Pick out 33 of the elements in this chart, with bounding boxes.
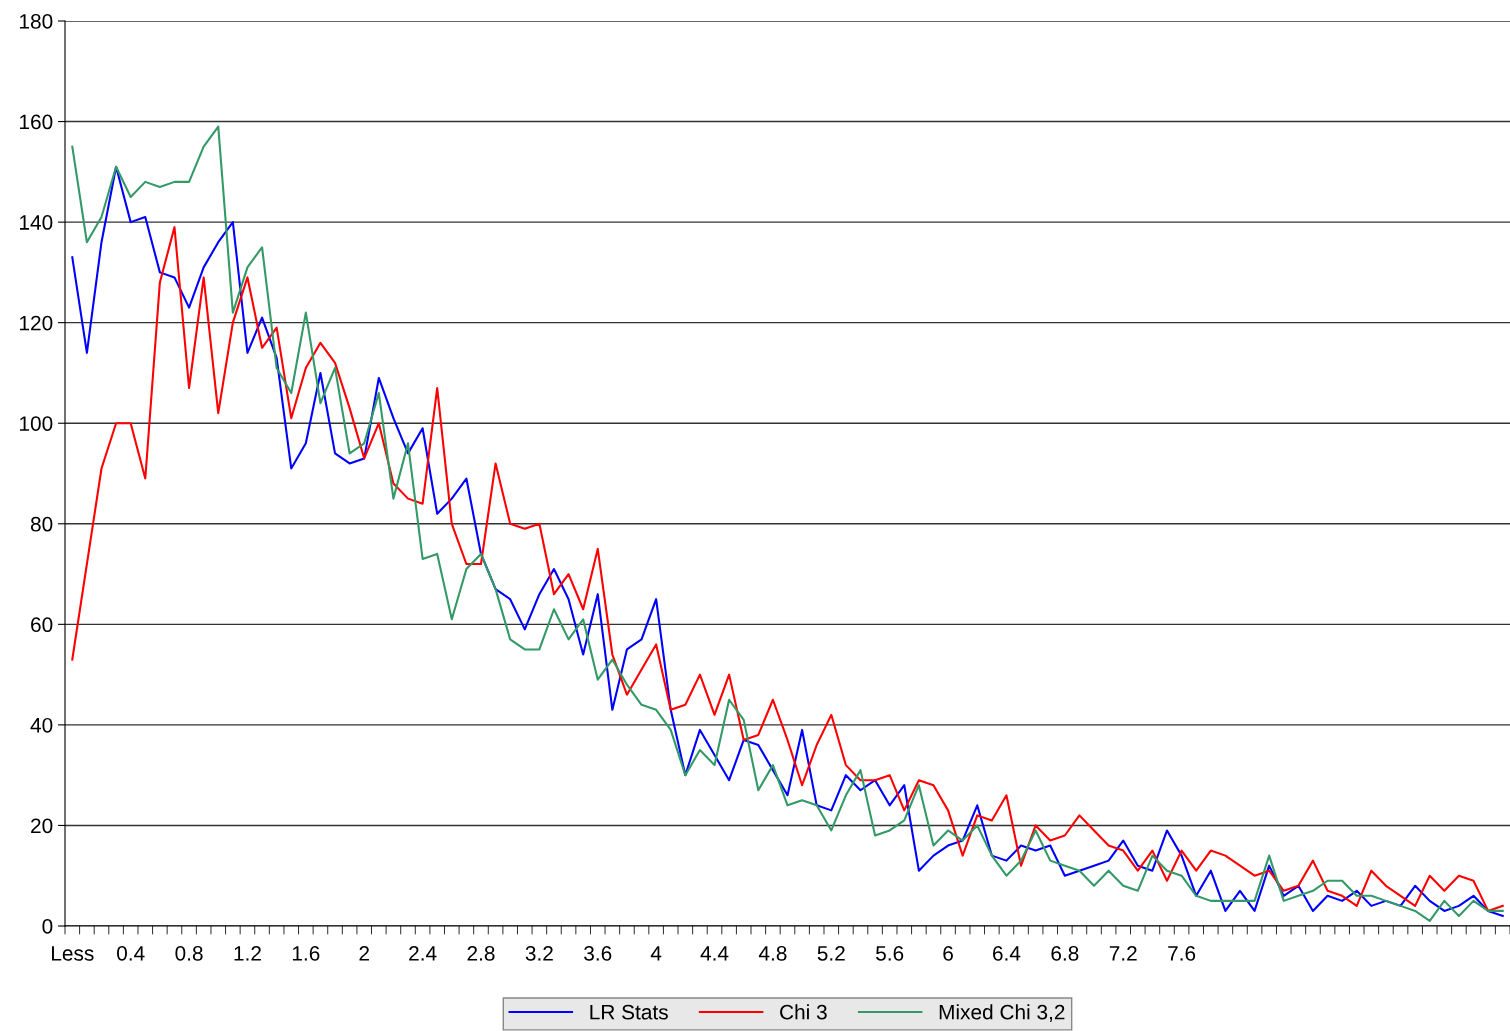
x-tick-label: 1.6 <box>292 945 320 961</box>
y-tick-label: 140 <box>20 215 53 230</box>
x-tick-label: 0.8 <box>175 945 203 961</box>
x-tick-label: 2 <box>359 945 369 961</box>
x-tick-label: 5.6 <box>876 945 904 961</box>
x-tick-label: 6 <box>943 945 953 961</box>
x-tick-label: 0.4 <box>117 945 145 961</box>
y-tick-label: 20 <box>31 818 53 834</box>
x-tick-label: 4 <box>650 946 662 961</box>
x-tick-label: 3.6 <box>584 945 612 961</box>
y-tick-label: 0 <box>42 919 53 934</box>
y-tick-label: 100 <box>20 416 53 431</box>
x-tick-label: 7.6 <box>1168 945 1196 961</box>
legend-label: Chi 3 <box>780 1004 827 1020</box>
x-tick-label: 5.2 <box>817 945 845 961</box>
legend-label: LR Stats <box>590 1004 668 1020</box>
x-tick-label: 4.4 <box>700 946 729 961</box>
y-tick-label: 60 <box>31 617 53 633</box>
x-tick-label: 3.2 <box>525 945 553 961</box>
y-tick-label: 40 <box>30 717 53 733</box>
x-tick-label: 2.4 <box>409 945 437 961</box>
y-tick-label: 120 <box>20 315 53 331</box>
legend-label: Mixed Chi 3,2 <box>939 1004 1065 1022</box>
x-tick-label: 6.4 <box>993 945 1021 961</box>
x-tick-label: 2.8 <box>467 945 495 961</box>
y-tick-label: 80 <box>30 516 53 532</box>
x-tick-label: 4.8 <box>758 945 787 961</box>
x-tick-label: Less <box>52 946 94 961</box>
x-tick-label: 6.8 <box>1051 945 1079 961</box>
y-tick-label: 160 <box>20 114 53 130</box>
y-tick-label: 180 <box>20 14 53 29</box>
x-tick-label: 1.2 <box>234 945 261 961</box>
x-tick-label: 7.2 <box>1109 945 1137 961</box>
